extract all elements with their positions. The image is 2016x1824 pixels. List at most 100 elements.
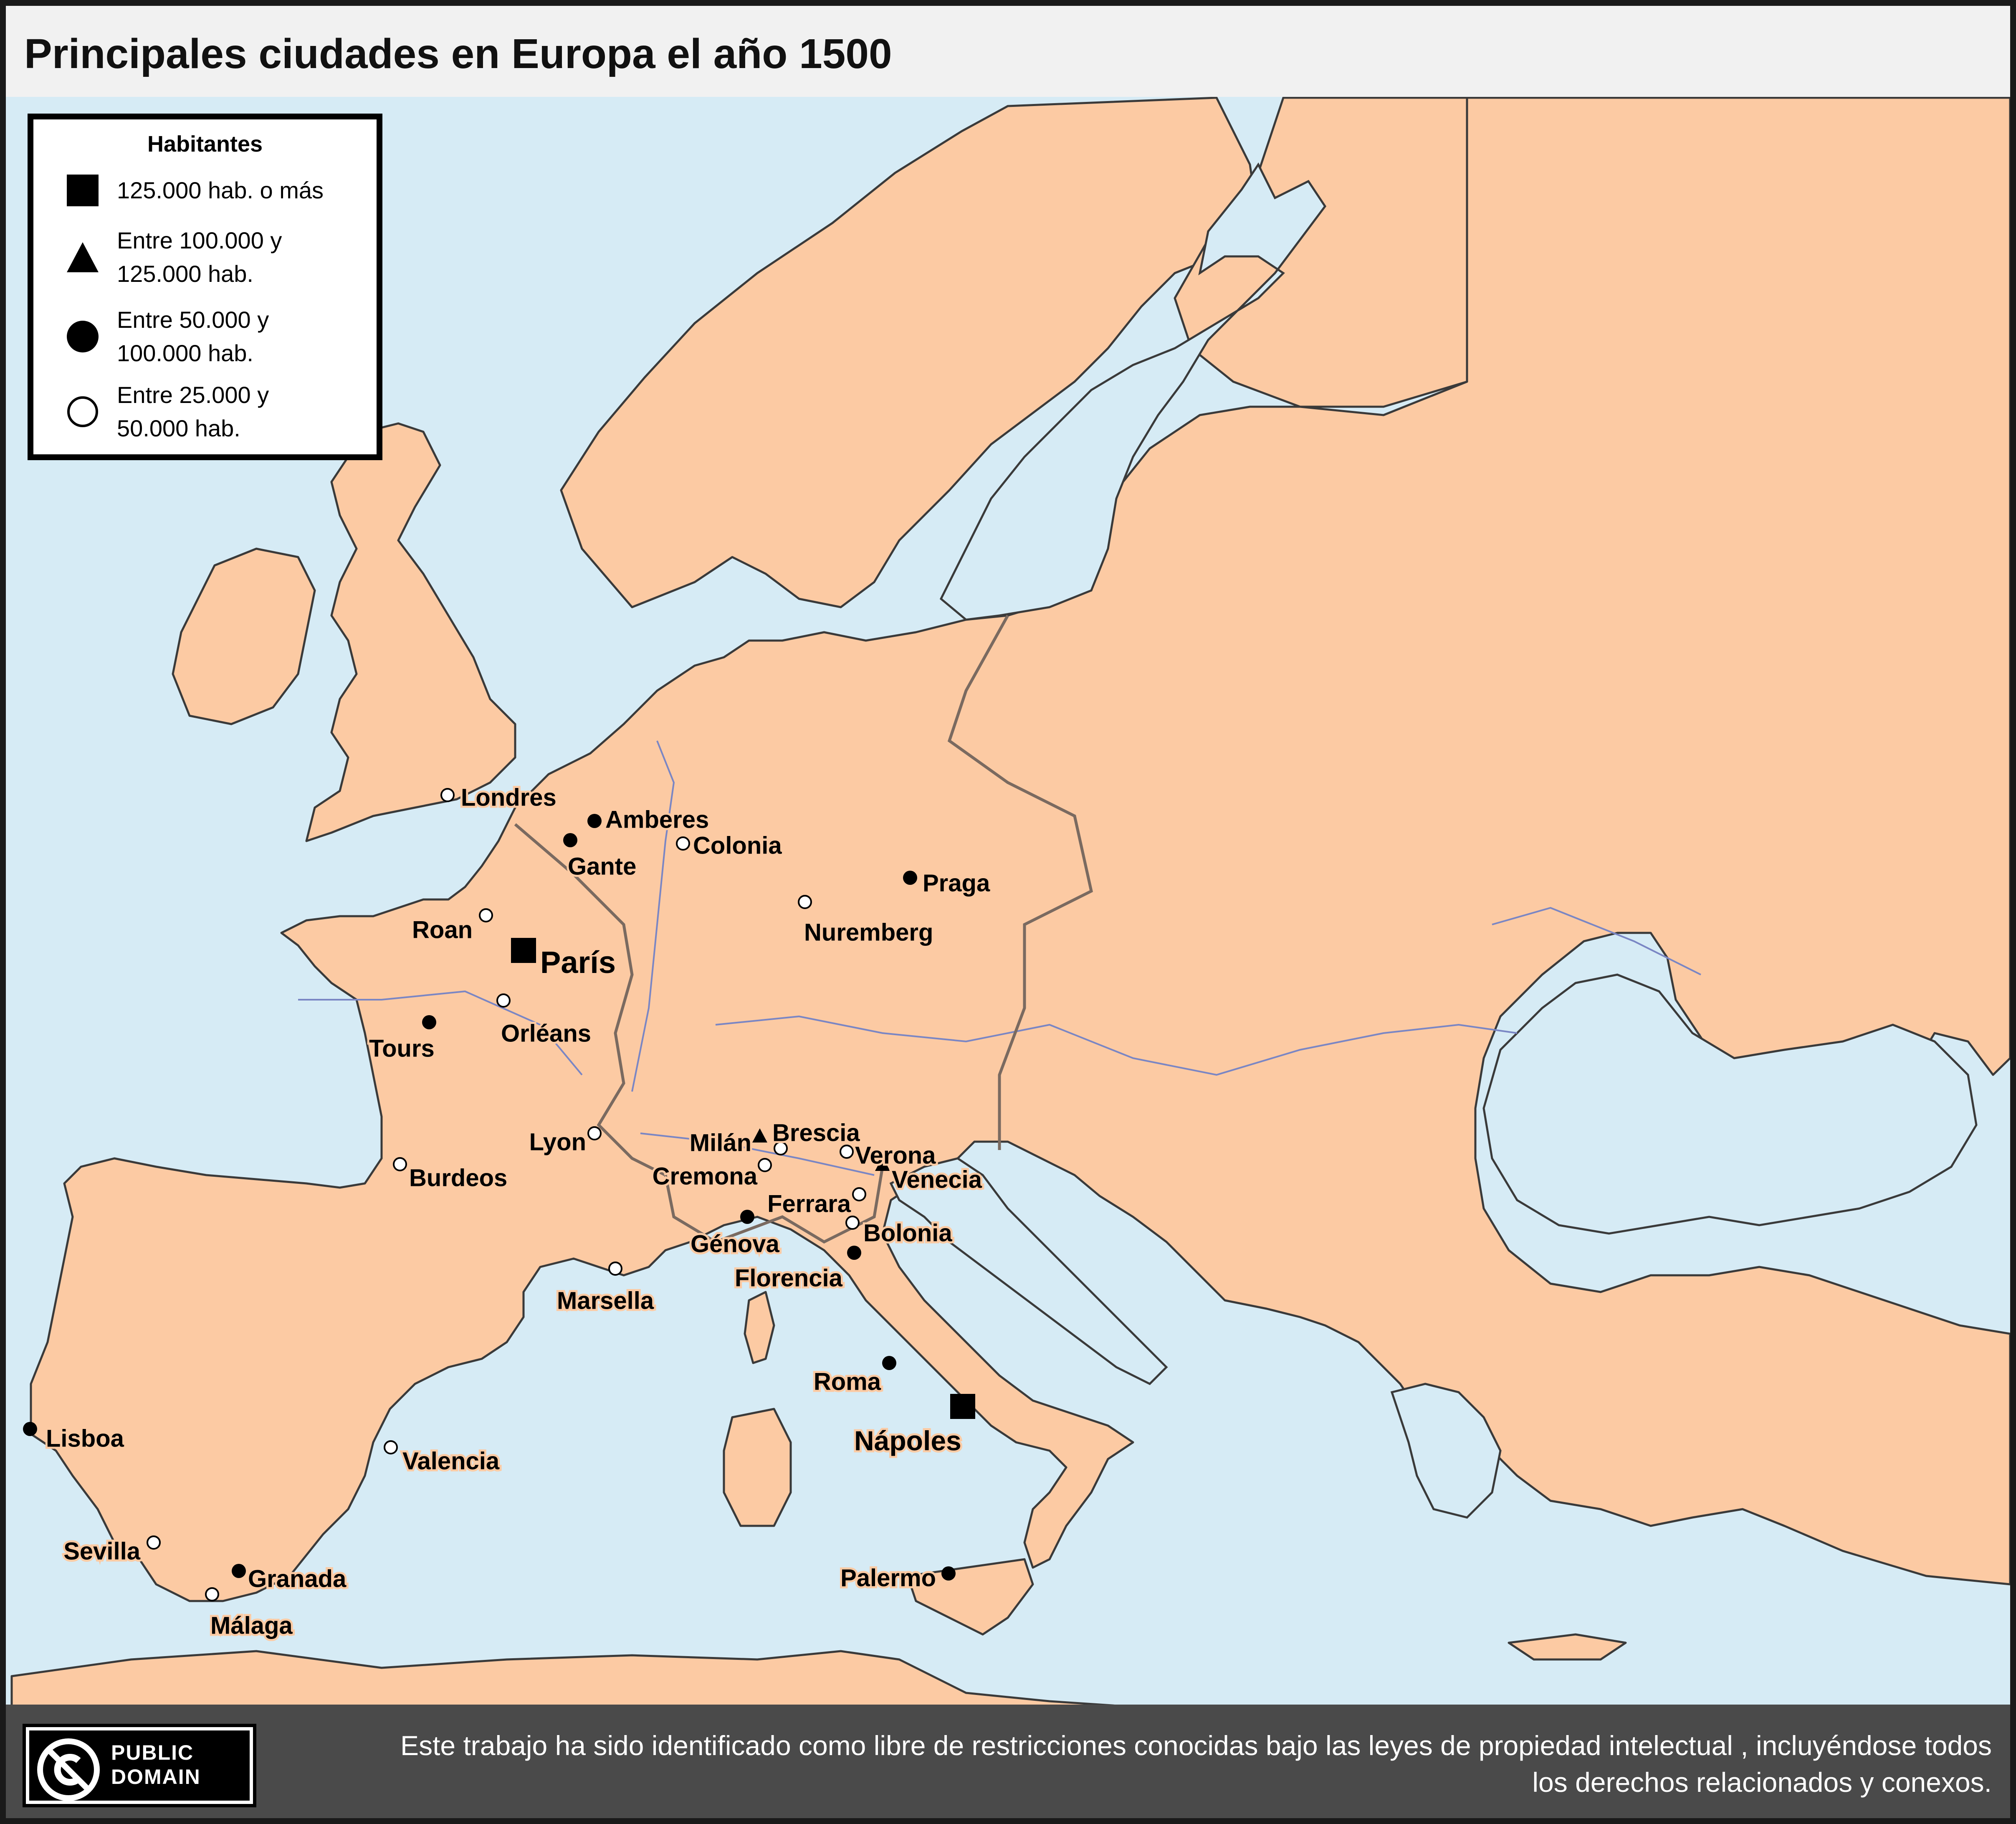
city-marker-open-circle[interactable] [440, 788, 455, 802]
city-label: Brescia [772, 1119, 860, 1146]
land-great-britain [305, 422, 516, 842]
land-sicily [906, 1558, 1034, 1636]
city-marker-filled-circle[interactable] [422, 1015, 436, 1029]
city-marker-triangle[interactable] [752, 1128, 767, 1143]
city-label: París [540, 945, 616, 980]
city-marker-open-circle[interactable] [587, 1126, 602, 1140]
city-label: Granada [248, 1565, 347, 1592]
city-label: Génova [691, 1230, 779, 1257]
river-loire [298, 990, 583, 1076]
river-rhine [631, 740, 675, 1092]
city-label: Florencia [735, 1264, 843, 1292]
city-label: Milán [690, 1129, 751, 1156]
city-marker-open-circle[interactable] [608, 1262, 622, 1276]
legend-label: Entre 50.000 y 100.000 hab. [117, 307, 269, 366]
city-label: Praga [923, 869, 990, 897]
city-label: Roan [412, 916, 473, 943]
city-marker-open-circle[interactable] [393, 1157, 407, 1171]
city-label: Palermo [840, 1564, 936, 1591]
badge-inner: PUBLIC DOMAIN [29, 1730, 250, 1801]
city-label: Marsella [557, 1287, 654, 1314]
land-finland [1174, 97, 1468, 408]
city-marker-filled-circle[interactable] [232, 1564, 246, 1578]
city-marker-open-circle[interactable] [798, 895, 812, 909]
city-marker-open-circle[interactable] [384, 1440, 398, 1454]
footer: PUBLIC DOMAIN Este trabajo ha sido ident… [6, 1705, 2010, 1818]
city-marker-filled-circle[interactable] [847, 1246, 861, 1260]
legend-item-filled-circle: Entre 50.000 y 100.000 hab. [33, 303, 377, 374]
legend-label: 125.000 hab. o más [117, 177, 324, 203]
land-ireland [172, 547, 316, 725]
europe-map: Londres Amberes Gante Colonia Praga Roan París… [6, 97, 2010, 1710]
city-label: Burdeos [409, 1164, 507, 1191]
city-label: Gante [568, 853, 636, 880]
river-dnieper [1492, 907, 1701, 975]
square-icon [67, 175, 99, 206]
city-label: Verona [855, 1142, 936, 1169]
city-marker-filled-circle[interactable] [903, 871, 917, 885]
city-marker-open-circle[interactable] [774, 1141, 788, 1155]
river-danube [715, 1015, 1518, 1076]
city-label: Roma [814, 1368, 881, 1395]
land-crete [1508, 1633, 1627, 1661]
border-italy [664, 1166, 884, 1244]
city-label: Bolonia [863, 1219, 952, 1246]
city-marker-square[interactable] [511, 938, 536, 963]
sea-baltic [939, 162, 1327, 621]
city-label: Orléans [501, 1020, 591, 1047]
city-marker-filled-circle[interactable] [882, 1356, 896, 1370]
city-marker-open-circle[interactable] [840, 1145, 854, 1159]
border-empire-west [514, 823, 666, 1177]
sea-aegean [1390, 1383, 1502, 1519]
city-marker-filled-circle[interactable] [740, 1210, 754, 1224]
city-marker-open-circle[interactable] [205, 1587, 219, 1601]
city-markers [23, 788, 975, 1601]
map-title: Principales ciudades en Europa el año 15… [24, 30, 892, 77]
legend-label: Entre 25.000 y 50.000 hab. [117, 382, 269, 441]
river-po [640, 1132, 875, 1176]
city-marker-triangle[interactable] [875, 1157, 890, 1171]
city-label: Cremona [653, 1163, 758, 1190]
city-label: Valencia [402, 1447, 500, 1474]
license-notice: Este trabajo ha sido identificado como l… [400, 1730, 1992, 1798]
land-corsica [744, 1291, 775, 1364]
city-marker-open-circle[interactable] [852, 1187, 866, 1201]
sea-black [1482, 973, 1978, 1235]
city-label: Nápoles [854, 1425, 961, 1456]
city-marker-filled-circle[interactable] [23, 1422, 37, 1436]
city-label: Lisboa [46, 1425, 124, 1452]
border-empire-east [947, 615, 1093, 1150]
city-label: Sevilla [63, 1538, 141, 1565]
legend-item-square: 125.000 hab. o más [33, 170, 377, 211]
city-marker-open-circle[interactable] [147, 1535, 161, 1550]
filled-circle-icon [67, 321, 99, 352]
legend: Habitantes 125.000 hab. o más Entre 100.… [28, 114, 382, 460]
city-marker-filled-circle[interactable] [587, 814, 602, 828]
landmasses [10, 97, 2010, 1710]
city-labels: Londres Amberes Gante Colonia Praga Roan París… [44, 782, 992, 1641]
public-domain-badge[interactable]: PUBLIC DOMAIN [23, 1724, 256, 1807]
city-marker-open-circle[interactable] [676, 836, 690, 851]
rivers [298, 740, 1701, 1176]
city-marker-filled-circle[interactable] [941, 1566, 956, 1581]
legend-item-triangle: Entre 100.000 y 125.000 hab. [33, 224, 377, 295]
city-marker-open-circle[interactable] [479, 908, 493, 922]
city-marker-open-circle[interactable] [496, 993, 511, 1008]
city-label: Tours [369, 1035, 435, 1062]
city-label: Ferrara [767, 1190, 851, 1217]
legend-item-open-circle: Entre 25.000 y 50.000 hab. [33, 378, 377, 449]
land-sardinia [723, 1408, 792, 1527]
city-label: Colonia [693, 832, 782, 859]
city-marker-square[interactable] [950, 1394, 975, 1419]
sea-adriatic [889, 1157, 1168, 1386]
political-borders [514, 615, 1093, 1244]
public-domain-icon [37, 1738, 100, 1801]
city-label: Lyon [529, 1128, 586, 1155]
city-label: Londres [461, 784, 556, 811]
city-label: Amberes [605, 806, 709, 833]
inland-seas [889, 162, 1978, 1519]
city-marker-filled-circle[interactable] [563, 833, 577, 847]
city-marker-open-circle[interactable] [845, 1216, 860, 1230]
city-marker-open-circle[interactable] [758, 1158, 772, 1172]
